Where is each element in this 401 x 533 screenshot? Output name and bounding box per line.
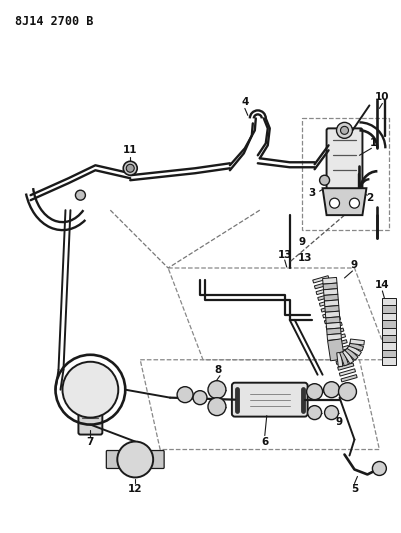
Circle shape — [192, 391, 207, 405]
Polygon shape — [346, 345, 360, 356]
Text: 10: 10 — [374, 92, 389, 102]
Circle shape — [207, 398, 225, 416]
Circle shape — [177, 386, 192, 402]
Polygon shape — [323, 289, 337, 295]
Polygon shape — [381, 343, 395, 350]
Circle shape — [336, 123, 352, 139]
Polygon shape — [325, 317, 339, 324]
Polygon shape — [322, 277, 336, 284]
Circle shape — [62, 362, 118, 417]
Text: 7: 7 — [87, 437, 94, 447]
Polygon shape — [325, 322, 340, 329]
Polygon shape — [381, 305, 395, 313]
Circle shape — [329, 198, 339, 208]
Circle shape — [348, 198, 358, 208]
Polygon shape — [324, 311, 339, 318]
Polygon shape — [326, 328, 340, 335]
Polygon shape — [324, 300, 338, 306]
Text: 4: 4 — [241, 98, 248, 108]
Polygon shape — [326, 334, 340, 341]
Polygon shape — [339, 351, 348, 366]
Polygon shape — [314, 281, 330, 289]
Text: 6: 6 — [261, 437, 268, 447]
Polygon shape — [381, 350, 395, 357]
Circle shape — [307, 406, 321, 419]
Circle shape — [324, 406, 338, 419]
Text: 1: 1 — [369, 139, 376, 148]
Text: 11: 11 — [123, 146, 137, 155]
Polygon shape — [327, 339, 344, 361]
Polygon shape — [320, 305, 336, 312]
Polygon shape — [332, 345, 348, 353]
Circle shape — [319, 175, 329, 185]
Polygon shape — [336, 352, 342, 367]
Polygon shape — [330, 340, 346, 347]
Polygon shape — [324, 317, 340, 324]
Polygon shape — [322, 283, 336, 290]
Circle shape — [340, 126, 348, 134]
Polygon shape — [381, 328, 395, 335]
Polygon shape — [349, 339, 363, 345]
Polygon shape — [325, 322, 341, 329]
Text: 12: 12 — [128, 484, 142, 495]
FancyBboxPatch shape — [231, 383, 307, 417]
Text: 9: 9 — [350, 260, 357, 270]
Polygon shape — [312, 276, 328, 283]
Polygon shape — [344, 348, 357, 360]
Polygon shape — [335, 357, 351, 365]
Text: 14: 14 — [374, 280, 389, 290]
Polygon shape — [328, 334, 345, 341]
Text: 13: 13 — [277, 250, 291, 260]
Text: 9: 9 — [335, 417, 342, 426]
Circle shape — [126, 164, 134, 172]
Circle shape — [306, 384, 322, 400]
Text: 3: 3 — [307, 188, 314, 198]
Circle shape — [117, 441, 153, 478]
Circle shape — [371, 462, 385, 475]
Circle shape — [323, 382, 339, 398]
Circle shape — [75, 190, 85, 200]
FancyBboxPatch shape — [150, 450, 164, 469]
Polygon shape — [381, 320, 395, 328]
Text: 2: 2 — [365, 193, 372, 203]
Polygon shape — [322, 311, 338, 318]
Polygon shape — [323, 294, 338, 301]
Polygon shape — [337, 363, 353, 370]
Text: 5: 5 — [350, 484, 357, 495]
Polygon shape — [348, 342, 363, 351]
Circle shape — [123, 161, 137, 175]
Polygon shape — [319, 299, 335, 306]
Polygon shape — [342, 350, 353, 364]
Polygon shape — [334, 351, 350, 359]
FancyBboxPatch shape — [78, 413, 102, 434]
Text: 8J14 2700 B: 8J14 2700 B — [14, 15, 93, 28]
Polygon shape — [381, 335, 395, 343]
Text: 9: 9 — [298, 237, 305, 247]
Polygon shape — [317, 293, 333, 301]
FancyBboxPatch shape — [106, 450, 120, 469]
Polygon shape — [338, 369, 354, 376]
Text: 8: 8 — [214, 365, 221, 375]
Text: 13: 13 — [297, 253, 311, 263]
Polygon shape — [340, 375, 356, 382]
Polygon shape — [327, 328, 343, 335]
Circle shape — [207, 381, 225, 399]
Polygon shape — [381, 357, 395, 365]
Circle shape — [338, 383, 356, 401]
Polygon shape — [322, 188, 366, 215]
Polygon shape — [381, 298, 395, 305]
FancyBboxPatch shape — [326, 128, 362, 190]
Polygon shape — [381, 313, 395, 320]
Polygon shape — [315, 287, 331, 295]
Polygon shape — [324, 305, 338, 312]
